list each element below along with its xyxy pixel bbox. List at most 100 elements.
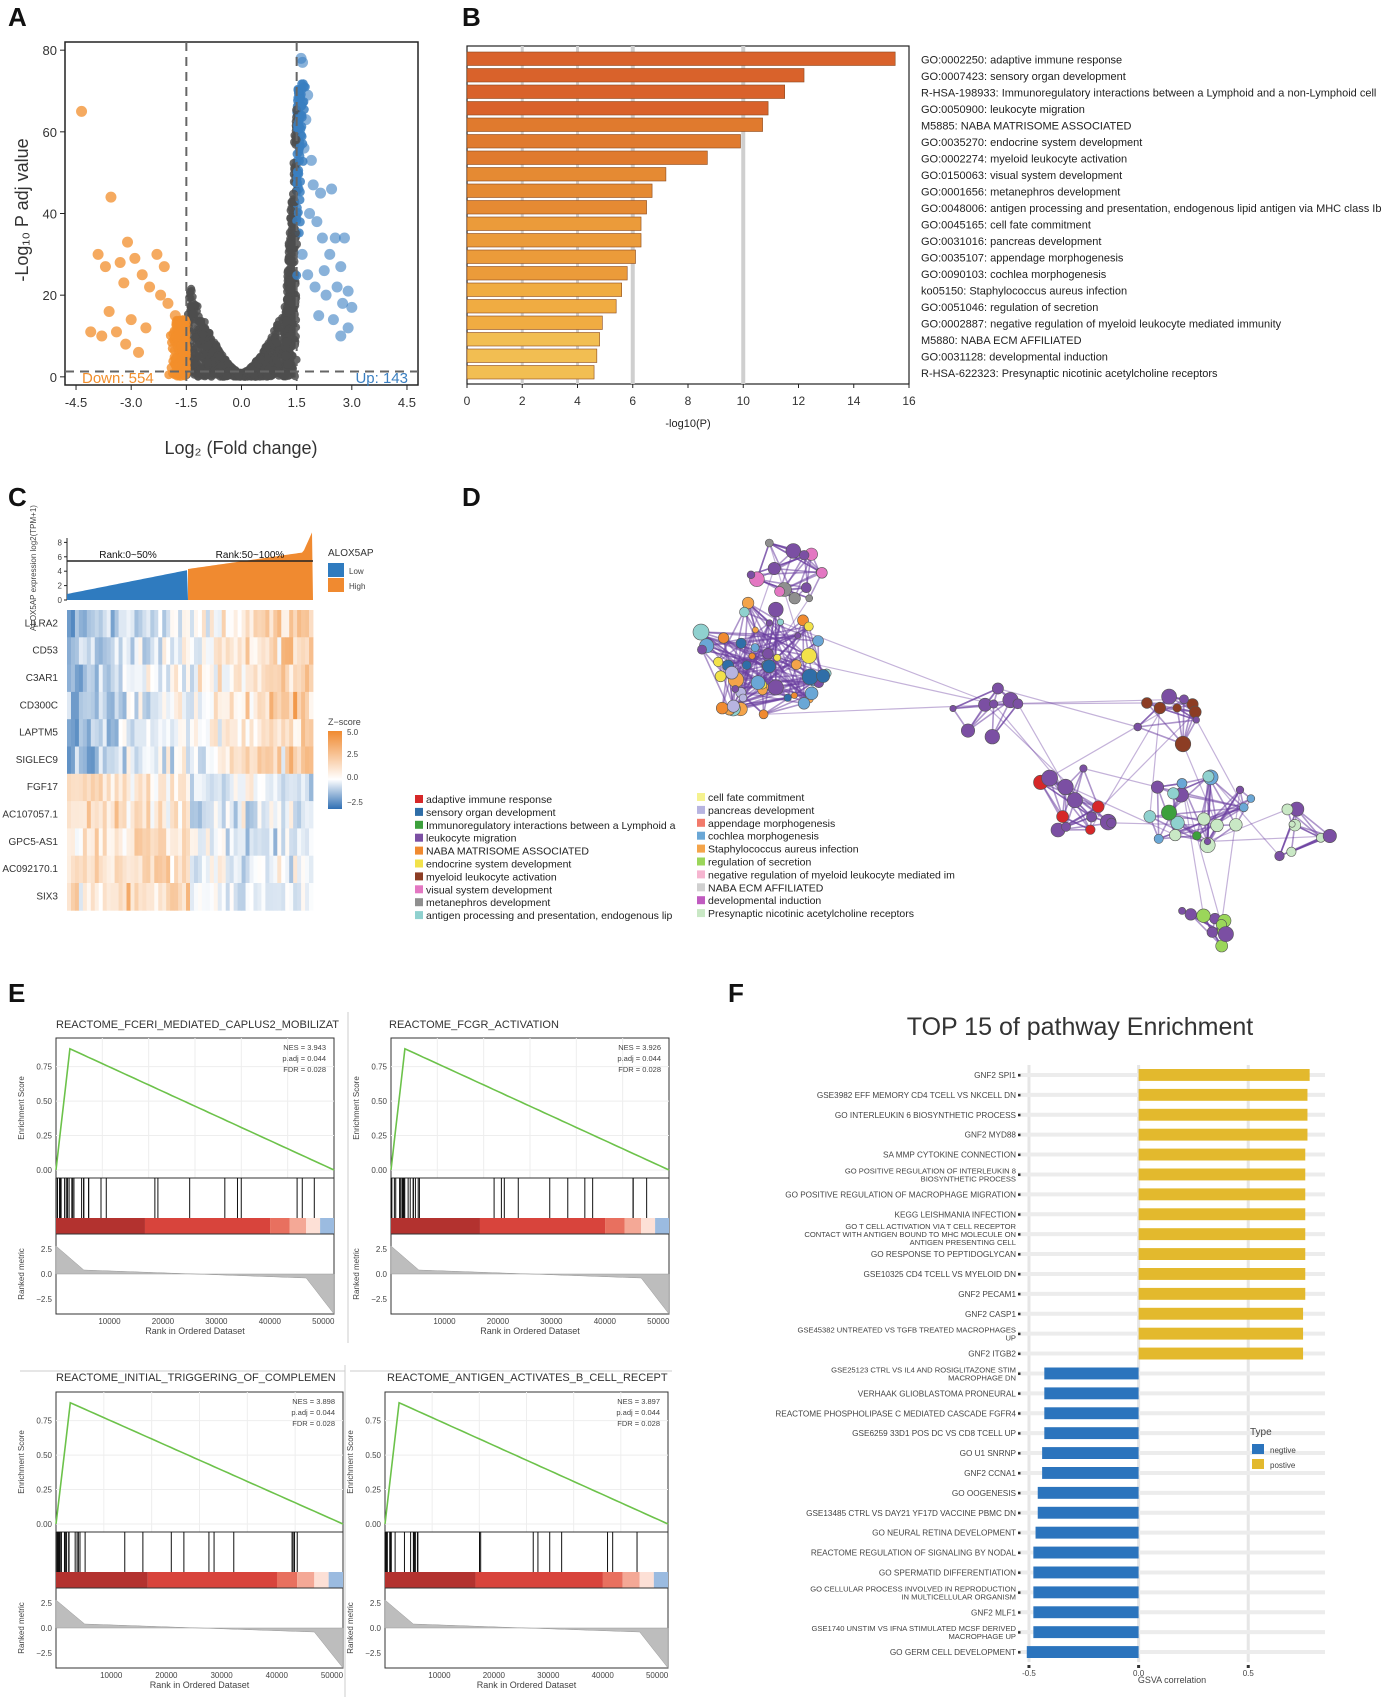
heatmap-cell bbox=[309, 801, 314, 829]
heatmap-cell bbox=[217, 637, 223, 665]
heatmap-cell bbox=[126, 828, 131, 857]
heatmap-cell bbox=[281, 691, 286, 720]
heatmap-cell bbox=[98, 746, 104, 775]
network-node bbox=[692, 623, 710, 641]
heatmap-cell bbox=[285, 610, 290, 638]
pathway-tick bbox=[1018, 1631, 1021, 1634]
heatmap-cell bbox=[122, 883, 127, 911]
legend-swatch bbox=[697, 805, 705, 814]
heatmap-cell bbox=[201, 773, 207, 802]
network-node bbox=[758, 709, 769, 720]
panel-label-e: E bbox=[8, 978, 25, 1008]
pathway-tick bbox=[1018, 1233, 1021, 1236]
heatmap-cell bbox=[301, 719, 306, 747]
rank-color-segment bbox=[653, 1572, 668, 1588]
network-node bbox=[762, 659, 776, 674]
heatmap-cell bbox=[150, 855, 155, 884]
heatmap-cell bbox=[94, 801, 100, 829]
heatmap-cell bbox=[205, 855, 211, 884]
heatmap-cell bbox=[110, 801, 116, 829]
heatmap-cell bbox=[249, 691, 254, 720]
heatmap-cell bbox=[281, 637, 286, 665]
heatmap-cell bbox=[233, 883, 239, 911]
heatmap-cell bbox=[134, 664, 139, 693]
pathway-bar bbox=[1138, 1228, 1306, 1241]
heatmap-cell bbox=[285, 883, 290, 911]
heatmap-cell bbox=[273, 883, 278, 911]
heatmap-cell bbox=[201, 746, 207, 775]
enrichment-bar bbox=[466, 101, 769, 116]
legend-label: Immunoregulatory interactions between a … bbox=[426, 820, 676, 832]
heatmap-cell bbox=[241, 664, 246, 693]
padj-label: p.adj = 0.044 bbox=[616, 1408, 660, 1417]
network-node bbox=[803, 621, 814, 632]
heatmap-cell bbox=[90, 883, 96, 911]
network-edge bbox=[1168, 811, 1218, 827]
legend-label: metanephros development bbox=[426, 897, 550, 909]
network-node bbox=[741, 660, 752, 670]
enrichment-term-label: GO:0035270: endocrine system development bbox=[921, 137, 1142, 149]
metric-tick-label: 0.0 bbox=[376, 1270, 388, 1279]
y-tick-label: 6 bbox=[58, 553, 63, 562]
heatmap-cell bbox=[114, 719, 119, 747]
heatmap-cell bbox=[305, 664, 310, 693]
enrichment-bar bbox=[466, 51, 896, 66]
network-edge bbox=[1146, 702, 1184, 745]
ns-point bbox=[283, 306, 292, 315]
up-point bbox=[316, 232, 328, 244]
legend-swatch bbox=[415, 885, 423, 894]
pathway-tick bbox=[1018, 1213, 1021, 1216]
heatmap-cell bbox=[162, 691, 167, 720]
heatmap-cell bbox=[86, 773, 92, 802]
enrichment-term-label: GO:0001656: metanephros development bbox=[921, 187, 1120, 199]
heatmap-cell bbox=[261, 637, 266, 665]
down-point bbox=[129, 252, 141, 264]
network-node bbox=[1184, 908, 1197, 921]
heatmap-cell bbox=[253, 664, 258, 693]
heatmap-cell bbox=[67, 883, 72, 911]
pathway-bar bbox=[1138, 1088, 1308, 1101]
pathway-label: GO U1 SNRNP bbox=[960, 1449, 1017, 1458]
heatmap-cell bbox=[269, 637, 274, 665]
heatmap-cell bbox=[237, 610, 242, 638]
heatmap-cell bbox=[174, 883, 179, 911]
heatmap-cell bbox=[122, 746, 127, 775]
heatmap-cell bbox=[162, 746, 167, 775]
ns-point bbox=[286, 257, 296, 267]
x-tick-label: 0.0 bbox=[232, 395, 250, 410]
ns-point bbox=[215, 352, 224, 361]
es-tick-label: 0.50 bbox=[36, 1451, 52, 1460]
heatmap-cell bbox=[253, 746, 258, 775]
pathway-tick bbox=[1018, 1452, 1021, 1455]
network-node bbox=[1169, 829, 1182, 842]
pathway-tick bbox=[1018, 1253, 1021, 1256]
heatmap-cell bbox=[193, 883, 199, 911]
heatmap-cell bbox=[134, 637, 139, 665]
es-y-title: Enrichment Score bbox=[17, 1076, 26, 1140]
heatmap-cell bbox=[289, 719, 294, 747]
heatmap-cell bbox=[261, 719, 266, 747]
heatmap-cell bbox=[78, 773, 84, 802]
metric-y-title: Ranked metric bbox=[352, 1248, 361, 1300]
pathway-bar bbox=[1033, 1546, 1139, 1559]
ns-point bbox=[262, 343, 271, 352]
heatmap-cell bbox=[241, 691, 246, 720]
heatmap-cell bbox=[221, 746, 227, 775]
gene-label: FGF17 bbox=[27, 782, 59, 793]
zscore-tick-neg-2-5: −2.5 bbox=[347, 798, 363, 807]
heatmap-cell bbox=[229, 828, 235, 857]
network-edge bbox=[1017, 703, 1067, 788]
heatmap-cell bbox=[217, 746, 223, 775]
pathway-label: GSE10325 CD4 TCELL VS MYELOID DN bbox=[864, 1270, 1017, 1279]
heatmap-cell bbox=[86, 746, 92, 775]
heatmap-cell bbox=[265, 883, 270, 911]
heatmap-cell bbox=[301, 664, 306, 693]
network-node bbox=[727, 699, 740, 713]
heatmap-cell bbox=[277, 828, 282, 857]
y-tick-label: 60 bbox=[43, 125, 57, 140]
heatmap-cell bbox=[122, 664, 127, 693]
heatmap-cell bbox=[209, 691, 215, 720]
heatmap-cell bbox=[166, 801, 171, 829]
pathway-label: GSE13485 CTRL VS DAY21 YF17D VACCINE PBM… bbox=[806, 1509, 1016, 1518]
heatmap-cell bbox=[110, 828, 116, 857]
